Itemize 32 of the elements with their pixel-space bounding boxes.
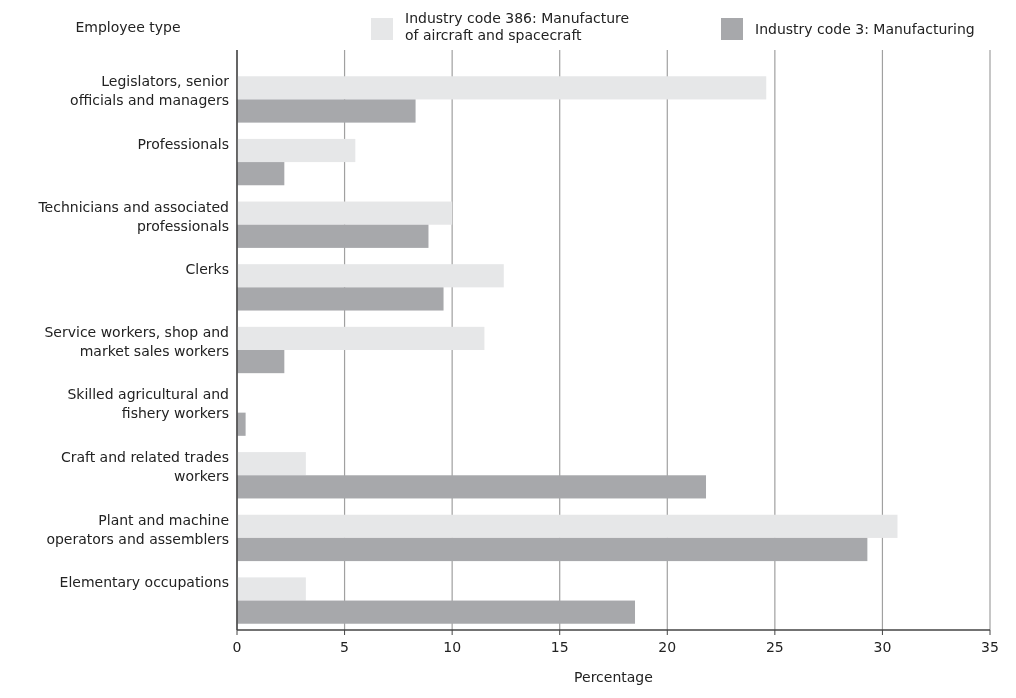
x-tick-label: 5 (340, 639, 350, 655)
bar (237, 138, 356, 163)
bar (237, 412, 246, 436)
y-tick-label: Plant and machine operators and assemblers (46, 511, 229, 547)
x-axis-title: Percentage (574, 669, 653, 685)
y-tick-label: Skilled agricultural and fishery workers (67, 386, 229, 422)
bar (237, 326, 485, 350)
x-tick-label: 10 (443, 639, 462, 655)
x-tick-label: 20 (658, 639, 677, 655)
y-tick-label: Service workers, shop and market sales workers (44, 323, 229, 359)
y-tick-label: Elementary occupations (59, 574, 229, 591)
y-tick-label: Professionals (137, 135, 229, 152)
bar (237, 577, 306, 601)
bar (237, 452, 306, 476)
bar (237, 264, 504, 288)
y-tick-label: Technicians and associated professionals (37, 198, 229, 234)
x-tick-label: 35 (981, 639, 999, 655)
x-tick-label: 25 (765, 639, 784, 655)
bar (237, 201, 453, 225)
bar (237, 514, 898, 538)
y-axis-title: Employee type (75, 19, 181, 35)
legend-label: Industry code 386: Manufacture of aircraft and spacecraft (405, 10, 630, 43)
y-tick-label: Legislators, senior officials and managers (70, 73, 230, 109)
x-tick-label: 0 (232, 639, 242, 655)
y-tick-label: Clerks (185, 261, 229, 278)
x-tick-label: 15 (550, 639, 569, 655)
bar (237, 76, 767, 100)
bar (237, 350, 285, 374)
bar (237, 162, 285, 186)
x-tick-label: 30 (873, 639, 892, 655)
y-tick-label: Craft and related trades workers (60, 449, 229, 485)
legend-label: Industry code 3: Manufacturing (755, 21, 975, 37)
